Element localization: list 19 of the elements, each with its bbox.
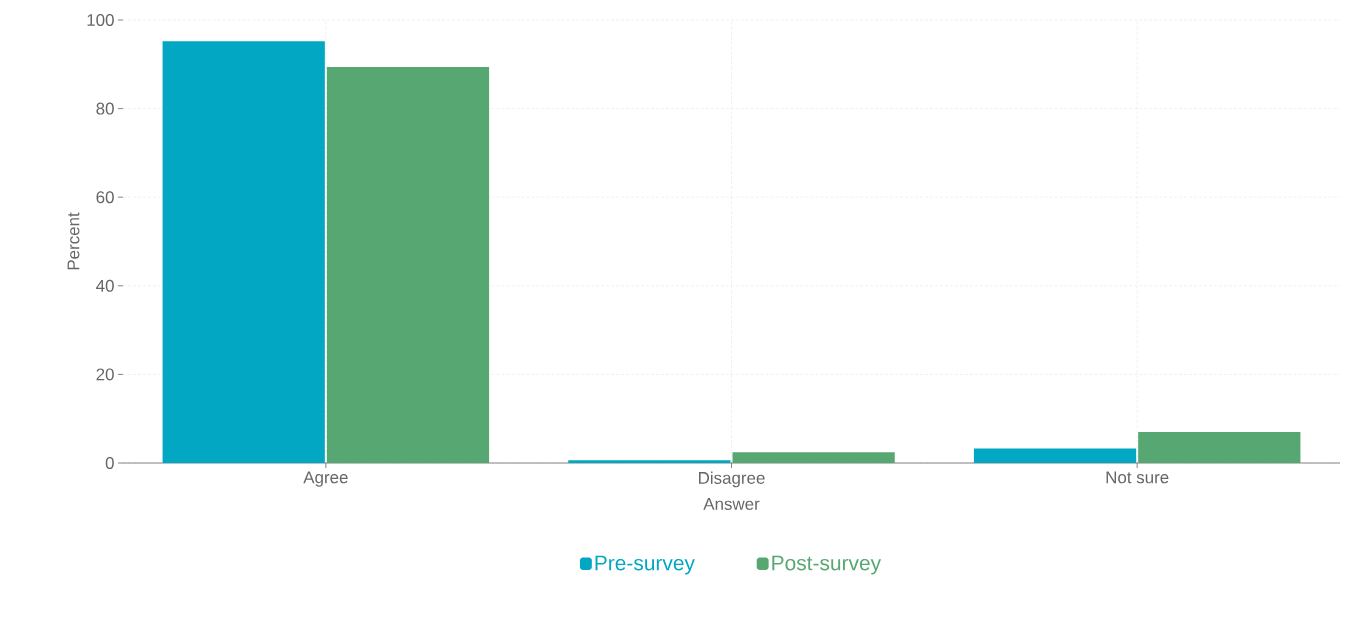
- x-axis-title: Answer: [703, 498, 760, 510]
- bar: [973, 448, 1137, 463]
- bar: [1138, 431, 1301, 463]
- bar: [162, 41, 325, 463]
- x-tick-label: Disagree: [699, 471, 765, 488]
- bar: [568, 460, 731, 463]
- y-tick-label: 60: [96, 191, 114, 204]
- y-tick-label: 100: [87, 14, 114, 26]
- x-tick-label: Not sure: [1106, 471, 1169, 484]
- y-tick-label: 40: [96, 279, 114, 292]
- y-tick-label: 0: [105, 457, 114, 469]
- y-tick-label: 80: [96, 102, 114, 115]
- bar: [326, 66, 490, 463]
- x-tick-label: Agree: [303, 471, 348, 487]
- legend-label: Pre-survey: [595, 555, 695, 575]
- legend-label: Post-survey: [772, 555, 882, 575]
- bar: [732, 452, 895, 463]
- y-axis-title: Percent: [67, 212, 80, 270]
- y-tick-label: 20: [96, 368, 114, 381]
